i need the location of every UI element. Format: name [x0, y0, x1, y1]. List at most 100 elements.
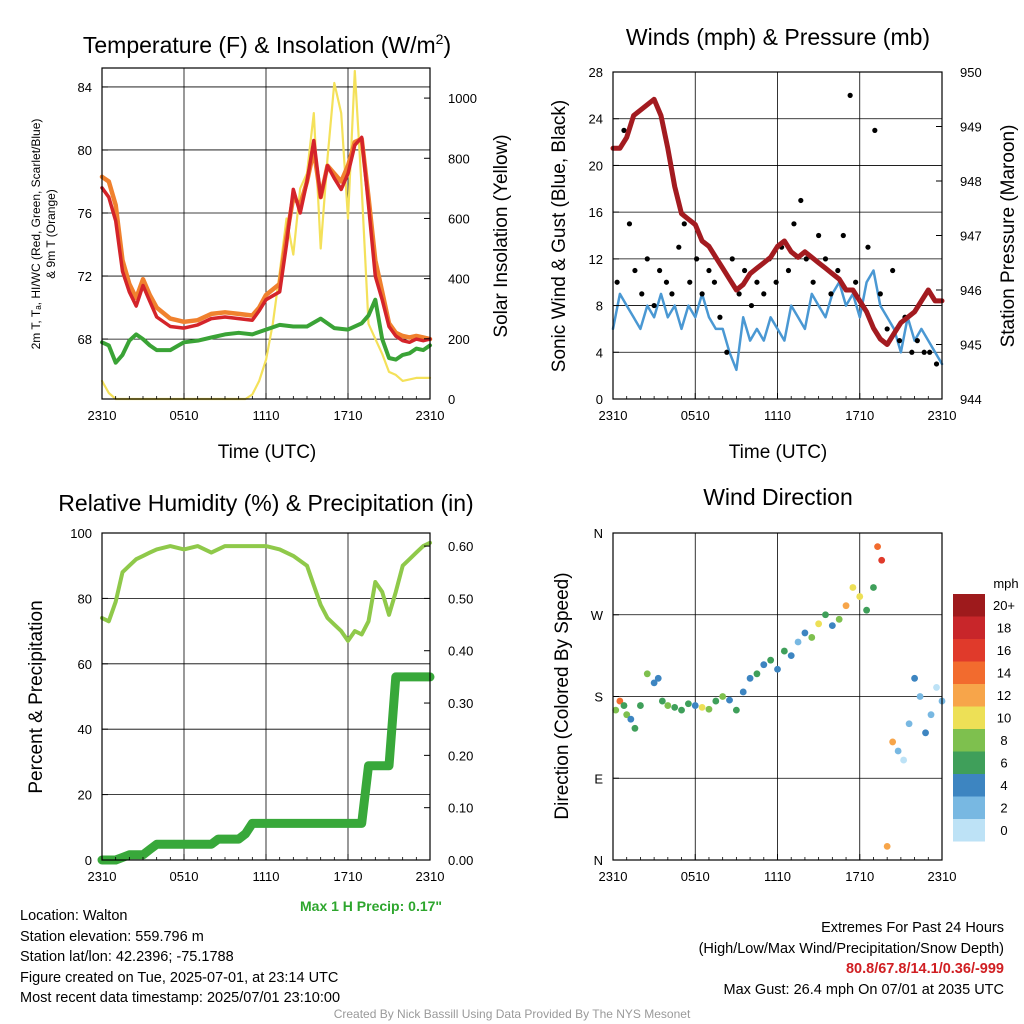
gust-point [810, 279, 816, 285]
direction-point [870, 584, 877, 591]
humidity-series [97, 540, 435, 865]
winds-y2label: Station Pressure (Maroon) [998, 125, 1019, 348]
y-tick-label: 0 [85, 853, 92, 868]
x-tick-label: 2310 [88, 869, 117, 884]
temperature-axes: 2310 0510 1110 1710 2310 68 72 76 80 84 0 200 400 600… [78, 67, 477, 423]
direction-point [767, 656, 775, 664]
location-text: Location: Walton [20, 908, 128, 924]
plot-frame [101, 532, 431, 861]
y2-tick-label: 944 [960, 392, 982, 407]
y-tick-label: 20 [78, 788, 92, 803]
gust-point [816, 232, 822, 239]
gust-point [699, 291, 705, 297]
direction-point [664, 702, 672, 709]
gust-point [847, 92, 853, 98]
y2-tick-label: 946 [960, 283, 982, 298]
direction-point [933, 684, 940, 691]
direction-point [612, 706, 620, 714]
direction-point [637, 702, 644, 709]
station-info: Location: Walton Station elevation: 559.… [20, 906, 340, 1009]
direction-point [671, 704, 679, 711]
legend-swatch [953, 819, 985, 842]
direction-point [878, 556, 886, 564]
y-tick-label: 20 [589, 158, 603, 173]
created-text: Figure created on Tue, 2025-07-01, at 23… [20, 969, 339, 986]
x-tick-label: 1710 [334, 408, 363, 423]
y-tick-label: 84 [78, 80, 92, 95]
y-tick-label: 24 [589, 112, 603, 127]
extremes-info: Extremes For Past 24 Hours (High/Low/Max… [699, 918, 1004, 1000]
humidity-panel: Relative Humidity (%) & Precipitation (i… [26, 490, 474, 884]
y2-tick-label: 0.60 [448, 539, 473, 554]
direction-point [874, 543, 881, 551]
y2-tick-label: 0.40 [448, 644, 473, 659]
wind-direction-title: Wind Direction [703, 484, 853, 510]
gust-point [828, 291, 834, 297]
direction-point [684, 700, 692, 708]
gust-point [853, 279, 859, 285]
extremes-subtitle: (High/Low/Max Wind/Precipitation/Snow De… [698, 940, 1004, 957]
gust-point [748, 302, 755, 309]
wind-direction-ylabel: Direction (Colored By Speed) [552, 572, 573, 819]
latlon-text: Station lat/lon: 42.2396; -75.1788 [20, 949, 234, 965]
x-tick-label: 1110 [764, 869, 791, 884]
y-tick-label: 68 [78, 332, 92, 347]
x-tick-label: 2310 [416, 869, 445, 884]
y2-tick-label: 200 [448, 332, 470, 347]
direction-point [835, 615, 843, 623]
y-tick-label: 28 [589, 65, 603, 80]
legend-label: 12 [997, 688, 1011, 703]
x-tick-label: 0510 [681, 408, 710, 423]
temperature-title: Temperature (F) & Insolation (W/m2) [83, 31, 451, 58]
direction-point [842, 602, 850, 610]
wind-direction-grid [613, 533, 942, 860]
gust-point [890, 267, 896, 274]
direction-point [808, 634, 816, 641]
legend-swatch [953, 661, 985, 684]
direction-point [828, 622, 836, 630]
x-tick-label: 0510 [170, 408, 199, 423]
y2-tick-label: 945 [960, 338, 982, 353]
gust-point [933, 361, 940, 367]
credit-text: Created By Nick Bassill Using Data Provi… [333, 1007, 691, 1021]
x-tick-label: 1710 [334, 869, 363, 884]
y2-tick-label: 0.10 [448, 801, 473, 816]
temperature-y2label: Solar Insolation (Yellow) [491, 134, 512, 337]
direction-point [691, 702, 699, 709]
y2-tick-label: 600 [448, 211, 470, 226]
legend-swatch [953, 774, 985, 797]
gust-point [803, 256, 809, 262]
humidity-title: Relative Humidity (%) & Precipitation (i… [58, 490, 473, 516]
y-tick-label: 4 [596, 345, 603, 360]
temperature-grid [102, 68, 430, 399]
y-tick-label: S [594, 690, 603, 705]
direction-point [822, 611, 829, 619]
y2-tick-label: 0.30 [448, 696, 473, 711]
y-tick-label: 72 [78, 269, 92, 284]
direction-point [698, 704, 706, 711]
y-tick-label: 16 [589, 205, 603, 220]
x-tick-label: 2310 [599, 869, 628, 884]
y2-tick-label: 948 [960, 174, 982, 189]
gust-point [785, 267, 792, 274]
y2-tick-label: 1000 [448, 91, 477, 106]
x-tick-label: 2310 [928, 408, 957, 423]
direction-point [620, 702, 628, 709]
gust-point [909, 349, 915, 355]
direction-point [922, 729, 929, 737]
dewpoint-line [100, 297, 432, 365]
winds-xlabel: Time (UTC) [729, 442, 828, 463]
humidity-ylabel: Percent & Precipitation [26, 600, 47, 793]
winds-ylabel: Sonic Wind & Gust (Blue, Black) [549, 100, 570, 372]
gust-point [644, 256, 650, 262]
y-tick-label: N [594, 526, 603, 541]
y2-tick-label: 950 [960, 65, 982, 80]
speed-legend: mph 20+ 18 16 14 12 10 8 6 4 2 0 [953, 576, 1019, 842]
direction-point [905, 720, 913, 728]
gust-point [676, 244, 682, 250]
legend-label: 6 [1000, 756, 1007, 771]
direction-point [650, 679, 658, 687]
